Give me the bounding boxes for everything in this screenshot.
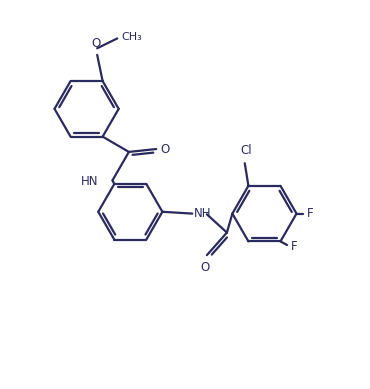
Text: O: O [92, 37, 101, 50]
Text: F: F [307, 207, 313, 220]
Text: Cl: Cl [240, 144, 252, 157]
Text: O: O [201, 261, 210, 274]
Text: NH: NH [194, 207, 212, 220]
Text: O: O [161, 142, 170, 156]
Text: CH₃: CH₃ [122, 32, 142, 42]
Text: HN: HN [81, 175, 99, 187]
Text: F: F [291, 240, 297, 253]
